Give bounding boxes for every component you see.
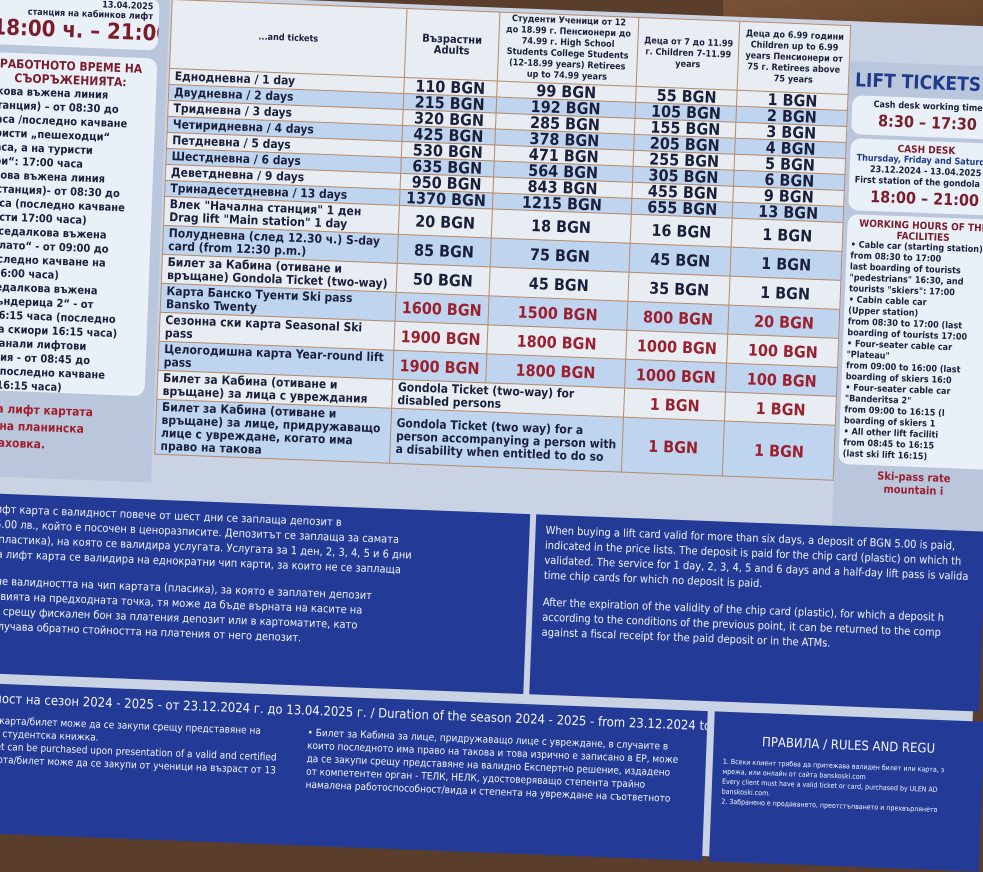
header-children: Деца от 7 до 11.99 г. Children 7-11.99 y… xyxy=(636,17,741,91)
price-cell: 100 BGN xyxy=(725,363,838,397)
ticket-label: Gondola Ticket (two way) for a person ac… xyxy=(389,408,624,473)
return-paragraph: ичане валидността на чип картата (пласик… xyxy=(0,573,517,654)
price-cell: 655 BGN xyxy=(631,197,734,219)
header-ticket: ...and tickets xyxy=(169,0,408,78)
price-cell: 16 BGN xyxy=(630,214,733,248)
price-cell: 1000 BGN xyxy=(625,330,729,364)
red-note: а на лифт картата очена планинска атрахо… xyxy=(0,400,148,457)
header-students: Студенти Ученици от 12 до 18.99 г. Пенси… xyxy=(496,12,639,87)
facilities-hours-box: WORKING HOURS OF THE FACILITIES • Cable … xyxy=(838,214,983,470)
hours-list: нкова въжена линия Станция) – от 08:30 до… xyxy=(0,84,150,396)
ticket-label: Билет за Кабина (отиване и връщане) за л… xyxy=(154,399,392,464)
facilities-list: • Cable car (starting station) from 08:30… xyxy=(843,240,983,465)
price-cell: 1 BGN xyxy=(729,276,841,310)
working-hours-box-bg: РАБОТНОТО ВРЕМЕ НА СЪОРЪЖЕНИЯТА: нкова в… xyxy=(0,51,158,397)
price-cell: 1 BGN xyxy=(621,417,725,476)
price-cell: 1 BGN xyxy=(722,421,836,481)
rules-title: ПРАВИЛА / RULES AND REGU xyxy=(761,735,936,757)
price-cell: 20 BGN xyxy=(398,205,492,238)
desk-time: 18:00 – 21:00 xyxy=(869,186,980,211)
price-cell: 1900 BGN xyxy=(393,321,488,354)
cash-desk-box: Cash desk working time 8:30 – 17:30 xyxy=(851,95,983,140)
evening-hours: 18:00 ч. – 21:00 xyxy=(0,15,160,47)
header-adults: Възрастни Adults xyxy=(404,8,500,82)
price-cell: 1900 BGN xyxy=(392,350,487,383)
price-cell: 35 BGN xyxy=(627,272,731,306)
price-cell: 1600 BGN xyxy=(395,292,489,325)
cash-desk-box-bg: 13.04.2025 станция на кабинков лифт 18:0… xyxy=(0,0,160,51)
red-note-right: Ski-pass rate mountain i xyxy=(837,468,983,500)
price-cell: 800 BGN xyxy=(626,301,730,335)
price-cell: 1 BGN xyxy=(724,392,837,426)
right-info-panel: LIFT TICKETS Cash desk working time 8:30… xyxy=(829,61,983,587)
price-cell: 1 BGN xyxy=(731,218,844,252)
price-cell: 1370 BGN xyxy=(399,188,493,210)
companion-note: • Билет за Кабина за лице, придружаващо … xyxy=(305,727,679,806)
price-cell: 50 BGN xyxy=(396,263,490,296)
cash-time: 8:30 – 17:30 xyxy=(877,111,978,134)
price-cell: 45 BGN xyxy=(629,243,732,277)
lift-tickets-title: LIFT TICKETS xyxy=(854,69,982,97)
deposit-paragraph: ...лифт карта с валидност повече от шест… xyxy=(0,501,520,582)
evening-desk-box: CASH DESK Thursday, Friday and Saturday … xyxy=(848,138,983,216)
student-note: лифт карта/билет може да се закупи срещу… xyxy=(0,714,278,791)
price-cell: 1 BGN xyxy=(623,388,726,422)
price-cell: 85 BGN xyxy=(397,234,491,267)
season-info: телност на сезон 2024 - 2025 - от 23.12.… xyxy=(0,682,708,861)
price-cell: 20 BGN xyxy=(728,305,840,339)
price-cell: 1 BGN xyxy=(730,247,843,281)
rules-list: 1. Всеки клиент трябва да притежава вали… xyxy=(721,757,973,817)
header-small-children: Деца до 6.99 години Children up to 6.99 … xyxy=(737,21,851,95)
price-cell: 100 BGN xyxy=(727,334,839,368)
rules-panel: ПРАВИЛА / RULES AND REGU 1. Всеки клиент… xyxy=(709,711,983,872)
price-cell: 1000 BGN xyxy=(624,359,728,393)
deposit-info-bg: ...лифт карта с валидност повече от шест… xyxy=(0,492,531,694)
price-table: ...and tickets Възрастни Adults Студенти… xyxy=(154,0,852,481)
left-info-panel: 13.04.2025 станция на кабинков лифт 18:0… xyxy=(0,0,170,483)
return-paragraph-en: After the expiration of the validity of … xyxy=(541,595,972,656)
deposit-info-en: When buying a lift card valid for more t… xyxy=(529,514,983,712)
deposit-paragraph-en: When buying a lift card valid for more t… xyxy=(544,523,976,599)
